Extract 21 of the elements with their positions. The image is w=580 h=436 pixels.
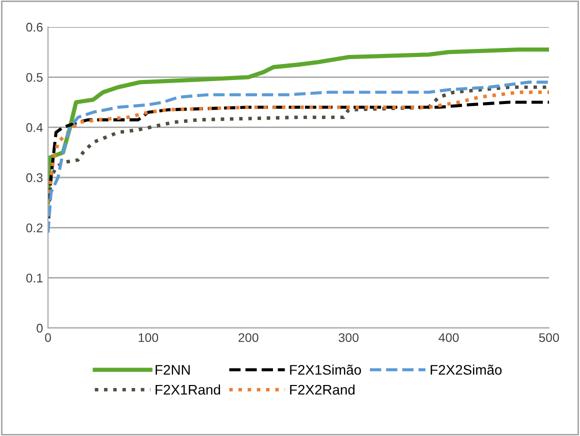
- x-tick-label: 400: [438, 333, 459, 342]
- legend-label: F2X1Rand: [156, 384, 220, 395]
- legend-label: F2NN: [156, 364, 190, 375]
- x-tick-label: 500: [539, 333, 559, 342]
- y-tick-label: 0: [36, 324, 43, 333]
- x-tick-label: 300: [338, 333, 359, 342]
- x-tick-label: 200: [238, 333, 258, 342]
- legend-label: F2X1Simão: [290, 364, 361, 375]
- y-tick-label: 0.5: [26, 72, 43, 82]
- line-series: [48, 90, 549, 204]
- x-tick-label: 100: [138, 333, 158, 342]
- y-tick-label: 0.6: [26, 22, 43, 32]
- legend-label: F2X2Simão: [430, 364, 502, 375]
- x-tick-label: 0: [45, 333, 51, 342]
- y-tick-label: 0.3: [26, 173, 43, 182]
- line-series: [48, 100, 549, 220]
- y-tick-label: 0.2: [26, 223, 43, 232]
- y-tick-label: 0.4: [26, 123, 43, 132]
- y-tick-label: 0.1: [26, 274, 43, 282]
- legend-label: F2X2Rand: [290, 384, 355, 395]
- line-series: [48, 47, 549, 205]
